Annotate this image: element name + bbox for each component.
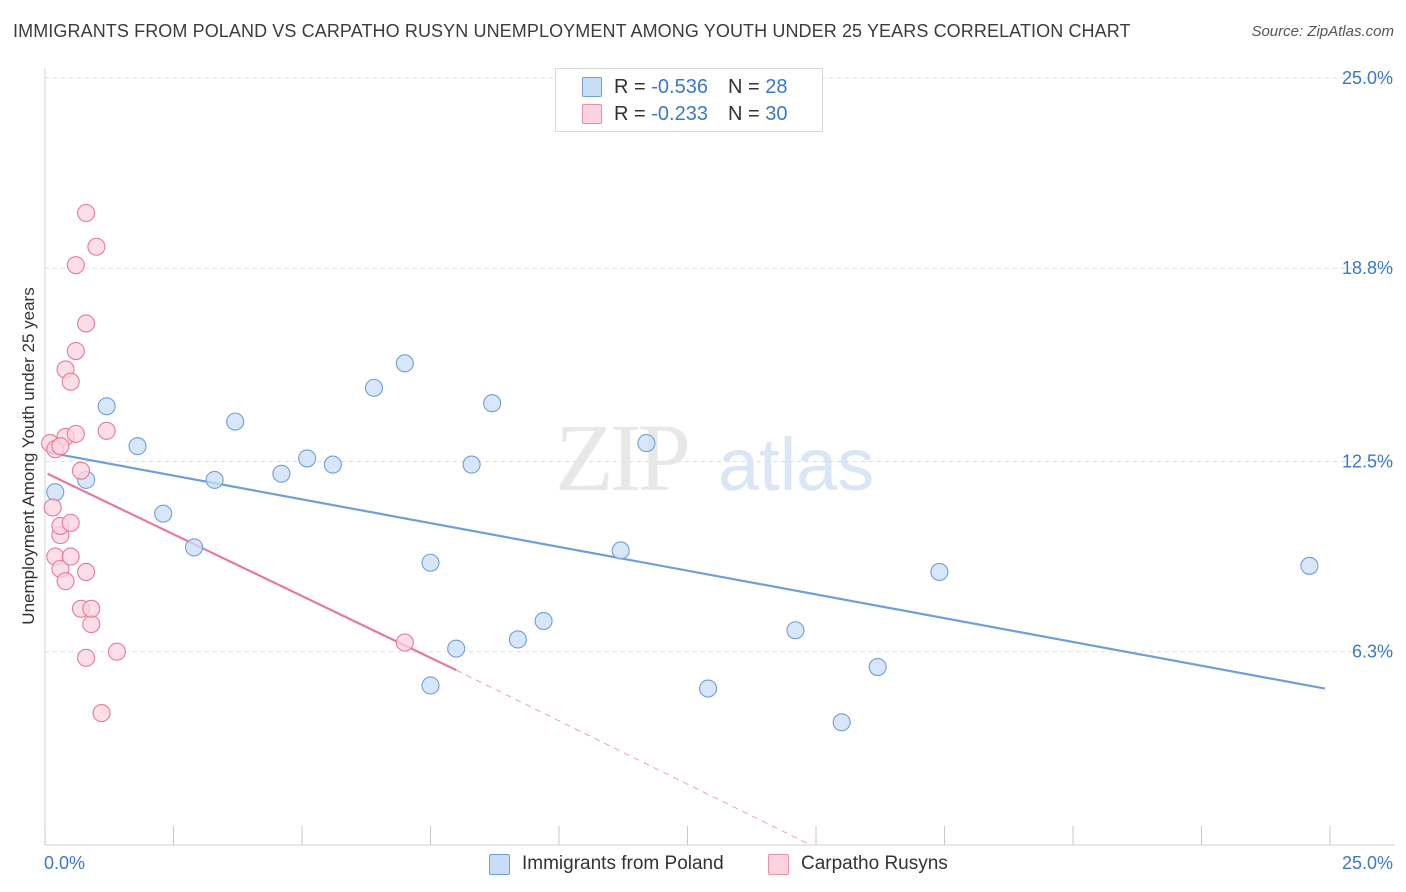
legend-r-label: R =: [614, 75, 646, 98]
bottom-legend-label-poland: Immigrants from Poland: [522, 853, 724, 874]
legend-n-value-rusyn: 30: [765, 102, 788, 125]
y-tick-label: 6.3%: [1352, 642, 1393, 662]
grid-lines: [45, 77, 1395, 653]
bottom-legend-swatch-poland: [489, 853, 510, 875]
x-tick-label: 0.0%: [44, 853, 85, 873]
watermark: ZIP atlas: [555, 404, 874, 511]
data-point-rusyn: [51, 437, 70, 456]
data-point-poland: [868, 658, 887, 677]
data-point-rusyn: [82, 615, 101, 634]
data-point-rusyn: [92, 704, 111, 723]
data-point-rusyn: [66, 256, 85, 275]
legend-row-rusyn: R = -0.233 N = 30: [582, 101, 787, 127]
data-point-poland: [421, 676, 440, 695]
data-point-poland: [154, 504, 173, 523]
legend-r-label: R =: [614, 102, 646, 125]
data-point-poland: [364, 378, 384, 397]
legend-n-label: N =: [727, 75, 760, 98]
data-point-rusyn: [43, 498, 62, 517]
data-point-rusyn: [66, 342, 85, 361]
data-point-poland: [97, 397, 116, 416]
trend-line-poland: [47, 451, 1326, 690]
data-point-rusyn: [61, 372, 80, 391]
legend-n-value-poland: 28: [765, 75, 788, 98]
bottom-legend-rusyn: Carpatho Rusyns: [768, 851, 948, 877]
legend-swatch-rusyn: [582, 104, 602, 124]
legend-r-value-rusyn: -0.233: [651, 102, 708, 125]
data-point-poland: [534, 611, 553, 631]
trend-line-rusyn-extension: [455, 669, 812, 846]
trend-line-rusyn: [47, 472, 457, 672]
data-point-rusyn: [107, 642, 127, 661]
data-point-rusyn: [97, 421, 116, 440]
data-point-poland: [462, 455, 481, 474]
data-point-poland: [1300, 556, 1319, 575]
bottom-legend-swatch-rusyn: [768, 853, 789, 875]
data-point-rusyn: [77, 562, 96, 581]
data-point-poland: [205, 470, 224, 489]
data-point-rusyn: [56, 572, 75, 591]
data-point-poland: [226, 412, 245, 431]
data-point-poland: [272, 464, 291, 483]
data-point-poland: [786, 621, 805, 640]
legend-row-poland: R = -0.536 N = 28: [582, 74, 787, 100]
chart-title: IMMIGRANTS FROM POLAND VS CARPATHO RUSYN…: [13, 21, 1131, 41]
data-point-rusyn: [61, 547, 80, 566]
data-point-poland: [421, 553, 440, 572]
data-point-poland: [483, 394, 502, 413]
watermark-zip: ZIP: [555, 404, 688, 511]
data-point-rusyn: [87, 237, 106, 256]
y-tick-label: 25.0%: [1342, 68, 1393, 88]
data-point-poland: [508, 630, 527, 649]
bottom-legend-poland: Immigrants from Poland: [489, 851, 724, 877]
data-point-poland: [611, 541, 630, 560]
data-point-poland: [185, 538, 204, 557]
data-point-poland: [447, 639, 466, 658]
correlation-legend: R = -0.536 N = 28 R = -0.233 N = 30: [555, 68, 823, 132]
data-point-rusyn: [61, 513, 80, 532]
trend-lines: [47, 451, 1326, 846]
data-point-poland: [832, 713, 851, 732]
legend-r-value-poland: -0.536: [651, 75, 708, 98]
y-axis-title: Unemployment Among Youth under 25 years: [19, 287, 38, 624]
legend-n-label: N =: [727, 102, 760, 125]
bottom-legend-label-rusyn: Carpatho Rusyns: [801, 853, 948, 874]
data-point-rusyn: [77, 648, 96, 667]
y-tick-label: 12.5%: [1342, 452, 1393, 472]
data-point-poland: [930, 562, 949, 581]
data-point-poland: [395, 354, 414, 373]
data-points: [41, 203, 1319, 732]
data-point-poland: [128, 437, 147, 456]
data-point-poland: [298, 449, 317, 468]
data-point-poland: [637, 434, 656, 453]
x-tick-label: 25.0%: [1342, 853, 1393, 873]
data-point-poland: [323, 455, 342, 474]
data-point-rusyn: [66, 424, 85, 443]
watermark-atlas: atlas: [718, 423, 874, 506]
tick-labels: 6.3% 12.5% 18.8% 25.0% 0.0% 25.0%: [44, 68, 1393, 873]
legend-swatch-poland: [582, 77, 602, 97]
data-point-rusyn: [82, 599, 101, 618]
data-point-poland: [699, 679, 718, 698]
data-point-poland: [46, 483, 65, 502]
y-tick-label: 18.8%: [1342, 258, 1393, 278]
data-point-rusyn: [395, 633, 414, 652]
data-point-rusyn: [77, 314, 96, 333]
data-point-rusyn: [71, 461, 91, 480]
axes: [44, 68, 1395, 846]
chart-source: Source: ZipAtlas.com: [1251, 23, 1394, 40]
data-point-rusyn: [77, 203, 96, 223]
